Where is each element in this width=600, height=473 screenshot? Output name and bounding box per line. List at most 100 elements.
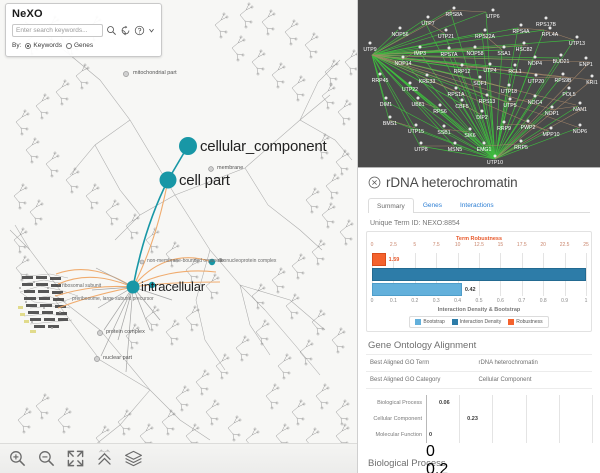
gene-network-svg[interactable]: RPS8A UTP6 RPS17B UTP7 NOP56 UTP21 RPS22A RPS4A… xyxy=(358,0,600,168)
gene-node[interactable] xyxy=(460,98,464,102)
node-cell-part[interactable] xyxy=(159,171,177,189)
gene-node[interactable] xyxy=(519,139,523,143)
gene-node[interactable] xyxy=(483,28,487,32)
gene-node[interactable] xyxy=(507,83,511,87)
gene-node[interactable] xyxy=(502,45,506,49)
node-non-membrane-bounded-organelle[interactable] xyxy=(139,259,145,265)
gene-node[interactable] xyxy=(453,141,457,145)
gene-node[interactable] xyxy=(488,62,492,66)
gene-node[interactable] xyxy=(442,124,446,128)
radio-genes[interactable]: Genes xyxy=(65,42,93,49)
gene-node[interactable] xyxy=(491,8,495,12)
gene-node[interactable] xyxy=(401,55,405,59)
refresh-icon[interactable] xyxy=(120,25,131,36)
gene-node[interactable] xyxy=(478,75,482,79)
bar-bootstrap[interactable] xyxy=(372,283,462,296)
bar-interaction-density[interactable] xyxy=(372,268,586,281)
gene-node[interactable] xyxy=(567,86,571,90)
gene-node[interactable] xyxy=(559,53,563,57)
gene-node[interactable] xyxy=(419,141,423,145)
gene-node[interactable] xyxy=(408,81,412,85)
gene-node[interactable] xyxy=(418,45,422,49)
gene-node[interactable] xyxy=(425,73,429,77)
search-icon[interactable] xyxy=(106,25,117,36)
node-protein-complex[interactable] xyxy=(97,330,103,336)
gene-node[interactable] xyxy=(578,123,582,127)
gene-node[interactable] xyxy=(468,127,472,131)
node-mitochondrial-part[interactable] xyxy=(123,71,129,77)
gene-node[interactable] xyxy=(533,55,537,59)
gene-node[interactable] xyxy=(444,28,448,32)
gene-node[interactable] xyxy=(416,96,420,100)
gene-node[interactable] xyxy=(384,96,388,100)
layers-icon[interactable] xyxy=(124,449,143,468)
gene-node[interactable] xyxy=(452,6,456,10)
node-ribosomal-subunit[interactable] xyxy=(148,281,156,289)
gene-node[interactable] xyxy=(473,45,477,49)
gene-node[interactable] xyxy=(378,72,382,76)
gene-node[interactable] xyxy=(414,123,418,127)
search-input[interactable] xyxy=(12,24,103,37)
tab-interactions[interactable]: Interactions xyxy=(459,202,494,209)
collapse-icon[interactable] xyxy=(95,449,114,468)
gene-node[interactable] xyxy=(578,101,582,105)
gene-node[interactable] xyxy=(584,56,588,60)
gene-node[interactable] xyxy=(485,93,489,97)
gene-node[interactable] xyxy=(502,120,506,124)
go-bar-cellular-component[interactable] xyxy=(426,414,464,425)
gene-label: UB81 xyxy=(412,102,425,108)
search-panel[interactable]: NeXO xyxy=(5,3,162,57)
gene-node[interactable] xyxy=(522,41,526,45)
gene-node[interactable] xyxy=(482,141,486,145)
gene-node[interactable] xyxy=(460,63,464,67)
gene-node[interactable] xyxy=(508,97,512,101)
node-cellular-component[interactable] xyxy=(179,137,197,155)
gene-node[interactable] xyxy=(493,154,497,158)
tab-summary[interactable]: Summary xyxy=(368,198,414,213)
gene-node[interactable] xyxy=(534,73,538,77)
node-intracellular[interactable] xyxy=(126,280,140,294)
gene-node[interactable] xyxy=(438,103,442,107)
gene-node[interactable] xyxy=(480,109,484,113)
gene-node[interactable] xyxy=(426,15,430,19)
zoom-in-icon[interactable] xyxy=(8,449,27,468)
network-toolbar[interactable] xyxy=(0,443,357,473)
ontology-graph-svg[interactable] xyxy=(0,0,358,473)
bar-robustness[interactable] xyxy=(372,253,386,266)
gene-node[interactable] xyxy=(548,26,552,30)
gene-node[interactable] xyxy=(398,26,402,30)
go-alignment-chart: Biological Process 0.06 Cellular Compone… xyxy=(366,395,593,473)
gene-interaction-network[interactable]: RPS8A UTP6 RPS17B UTP7 NOP56 UTP21 RPS22A RPS4A… xyxy=(358,0,600,168)
radio-keywords[interactable]: Keywords xyxy=(25,42,62,49)
gene-node[interactable] xyxy=(544,16,548,20)
go-bar-biological-process[interactable] xyxy=(426,398,436,409)
node-ribonucleoprotein-complex[interactable] xyxy=(208,258,216,266)
node-nuclear-part[interactable] xyxy=(94,356,100,362)
gene-node[interactable] xyxy=(388,115,392,119)
gene-node[interactable] xyxy=(447,46,451,50)
close-circle-icon[interactable] xyxy=(368,176,381,189)
node-membrane[interactable] xyxy=(208,166,214,172)
fit-to-screen-icon[interactable] xyxy=(66,449,85,468)
gene-node[interactable] xyxy=(590,74,594,78)
gene-node[interactable] xyxy=(368,41,372,45)
info-tabs[interactable]: Summary Genes Interactions xyxy=(368,197,590,213)
term-info-panel[interactable]: rDNA heterochromatin Summary Genes Inter… xyxy=(358,168,600,473)
gene-node[interactable] xyxy=(561,72,565,76)
gene-node[interactable] xyxy=(513,63,517,67)
gridline xyxy=(426,427,427,443)
tab-genes[interactable]: Genes xyxy=(422,202,442,209)
gene-node[interactable] xyxy=(519,23,523,27)
gene-node[interactable] xyxy=(533,94,537,98)
search-row xyxy=(12,24,155,37)
help-icon[interactable] xyxy=(134,25,145,36)
gene-label: RPS1A xyxy=(447,92,465,98)
zoom-out-icon[interactable] xyxy=(37,449,56,468)
gene-node[interactable] xyxy=(575,35,579,39)
gene-node[interactable] xyxy=(454,86,458,90)
ontology-network-canvas[interactable]: cellular_component cell part intracellul… xyxy=(0,0,358,473)
gene-node[interactable] xyxy=(526,119,530,123)
gene-node[interactable] xyxy=(550,105,554,109)
gene-node[interactable] xyxy=(549,126,553,130)
chevron-down-icon[interactable] xyxy=(148,25,155,36)
